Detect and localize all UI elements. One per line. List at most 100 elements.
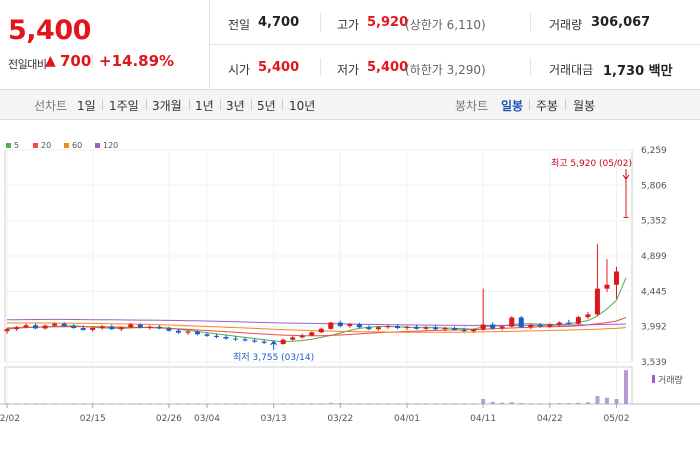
candle-body (528, 324, 534, 328)
y-tick-label: 3,539 (641, 358, 667, 368)
min-arrow-head (270, 340, 278, 346)
y-tick-label: 5,352 (641, 217, 667, 227)
period-10y-button[interactable]: 10년 (289, 99, 316, 113)
candle-body (356, 324, 362, 328)
candle-body (223, 336, 229, 339)
legend-ma20: 20 (41, 141, 52, 150)
candle-body (128, 324, 134, 328)
candle-body (52, 323, 58, 326)
volume-bar (347, 403, 352, 405)
daily-candle-button[interactable]: 일봉 (501, 99, 524, 113)
volume-label: 거래량 (549, 18, 583, 32)
x-tick-label: 05/02 (604, 414, 630, 424)
candle-body (233, 338, 239, 340)
volume-bar (195, 403, 200, 405)
candle-body (318, 328, 324, 333)
high-value: 5,920 (367, 15, 409, 30)
divider (320, 13, 321, 31)
volume-bar (490, 401, 495, 404)
candle-body (147, 326, 153, 328)
max-annotation: 최고 5,920 (05/02) (551, 158, 632, 169)
volume-bar (471, 403, 476, 405)
volume-bar (300, 403, 305, 405)
volume-bar (5, 403, 9, 405)
moving-average-lines (6, 277, 627, 343)
candle-body (204, 334, 210, 336)
weekly-candle-button[interactable]: 주봉 (536, 99, 559, 113)
monthly-candle-button[interactable]: 월봉 (573, 99, 596, 113)
divider (320, 58, 321, 76)
divider (282, 99, 283, 110)
divider (209, 44, 700, 45)
volume-bar (519, 403, 524, 405)
volume-bar (424, 403, 429, 405)
volume-bar (547, 403, 552, 405)
candle-body (575, 317, 581, 324)
period-3y-button[interactable]: 3년 (226, 99, 245, 113)
candle-body (23, 325, 29, 328)
amount-value: 1,730 백만 (603, 64, 673, 79)
volume-bar (614, 399, 619, 404)
candle-body (175, 330, 181, 333)
candle-body (14, 327, 20, 330)
candle-body (4, 329, 10, 332)
candle-body (347, 324, 353, 327)
y-tick-label: 5,806 (641, 181, 667, 191)
volume-bar (157, 403, 162, 405)
volume-bar (43, 403, 48, 405)
divider (220, 99, 221, 110)
ma-line-120 (6, 318, 627, 326)
x-tick-label: 04/22 (537, 414, 563, 424)
divider (530, 58, 531, 76)
diff-value: 700 (60, 52, 92, 70)
x-tick-label: 04/01 (394, 414, 420, 424)
candle-body (404, 326, 410, 329)
period-1y-button[interactable]: 1년 (195, 99, 214, 113)
upper-limit: (상한가 6,110) (405, 18, 486, 32)
divider (529, 99, 530, 110)
x-tick-label: 03/22 (327, 414, 353, 424)
volume-bar (366, 403, 371, 405)
period-3m-button[interactable]: 3개월 (152, 99, 182, 113)
candle-body (490, 324, 496, 329)
volume-bar (557, 403, 562, 405)
candle-body (280, 339, 286, 344)
current-price: 5,400 (8, 15, 91, 46)
legend-swatch-ma120 (95, 143, 100, 148)
legend-swatch-ma20 (33, 143, 38, 148)
volume-bar (24, 403, 29, 405)
candle-body (71, 326, 77, 329)
volume-bar (443, 403, 448, 405)
diff-label: 전일대비 (8, 58, 47, 71)
x-tick-label: 02/02 (0, 414, 20, 424)
period-5y-button[interactable]: 5년 (257, 99, 276, 113)
volume-bar (119, 403, 124, 405)
diff-percent: +14.89% (99, 52, 175, 70)
volume-bar (385, 403, 390, 405)
volume-bar (81, 403, 86, 405)
legend-swatch-ma60 (64, 143, 69, 148)
low-value: 5,400 (367, 60, 409, 75)
volume-bar (528, 403, 533, 405)
period-1w-button[interactable]: 1주일 (109, 99, 139, 113)
volume-bars (5, 370, 628, 405)
candle-body (585, 314, 591, 318)
volume-bar (462, 403, 467, 405)
volume-bar (624, 370, 628, 404)
volume-bar (176, 403, 181, 405)
volume-bar (404, 403, 409, 405)
legend-ma60: 60 (72, 141, 83, 150)
x-tick-label: 02/15 (80, 414, 106, 424)
volume-legend-label: 거래량 (658, 374, 683, 386)
candle-body (471, 329, 477, 332)
volume-bar (604, 397, 609, 404)
amount-label: 거래대금 (549, 63, 594, 77)
volume-bar (71, 403, 76, 405)
period-1d-button[interactable]: 1일 (77, 99, 96, 113)
high-label: 고가 (337, 18, 360, 32)
volume-frame (4, 366, 633, 405)
volume-bar (147, 403, 152, 405)
candle-body (90, 328, 96, 330)
low-label: 저가 (337, 63, 360, 77)
y-tick-label: 4,899 (641, 252, 667, 262)
